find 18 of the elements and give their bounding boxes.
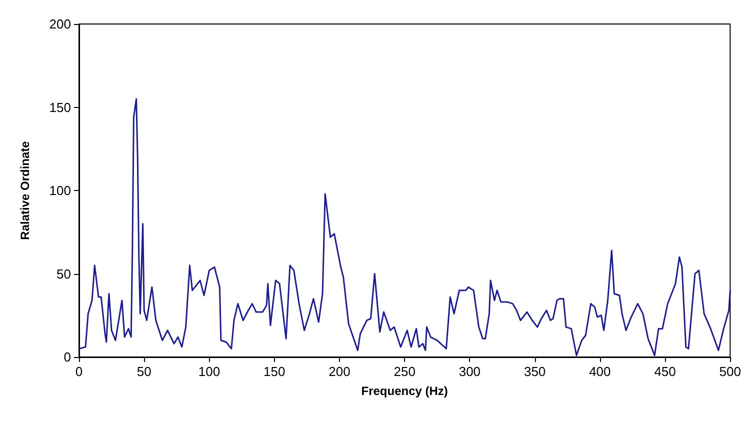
y-tick-label: 100 — [49, 183, 71, 198]
x-tick-label: 200 — [328, 364, 350, 379]
x-tick-label: 250 — [394, 364, 416, 379]
x-tick-label: 300 — [458, 364, 481, 379]
x-tick-label: 50 — [136, 364, 152, 379]
y-axis-title: Ralative Ordinate — [18, 140, 32, 240]
x-tick-label: 400 — [589, 364, 611, 379]
x-tick-label: 500 — [719, 364, 742, 379]
x-axis-title: Frequency (Hz) — [361, 384, 448, 398]
y-tick-label: 50 — [56, 266, 71, 282]
x-tick-label: 100 — [198, 364, 220, 379]
x-tick-label: 450 — [654, 364, 676, 379]
y-tick-label: 0 — [64, 350, 71, 364]
x-tick-label: 0 — [75, 364, 83, 379]
y-tick-label: 200 — [49, 16, 71, 32]
x-tick-label: 350 — [524, 364, 546, 379]
x-tick-label: 150 — [263, 364, 286, 379]
y-tick-label: 150 — [49, 100, 71, 115]
